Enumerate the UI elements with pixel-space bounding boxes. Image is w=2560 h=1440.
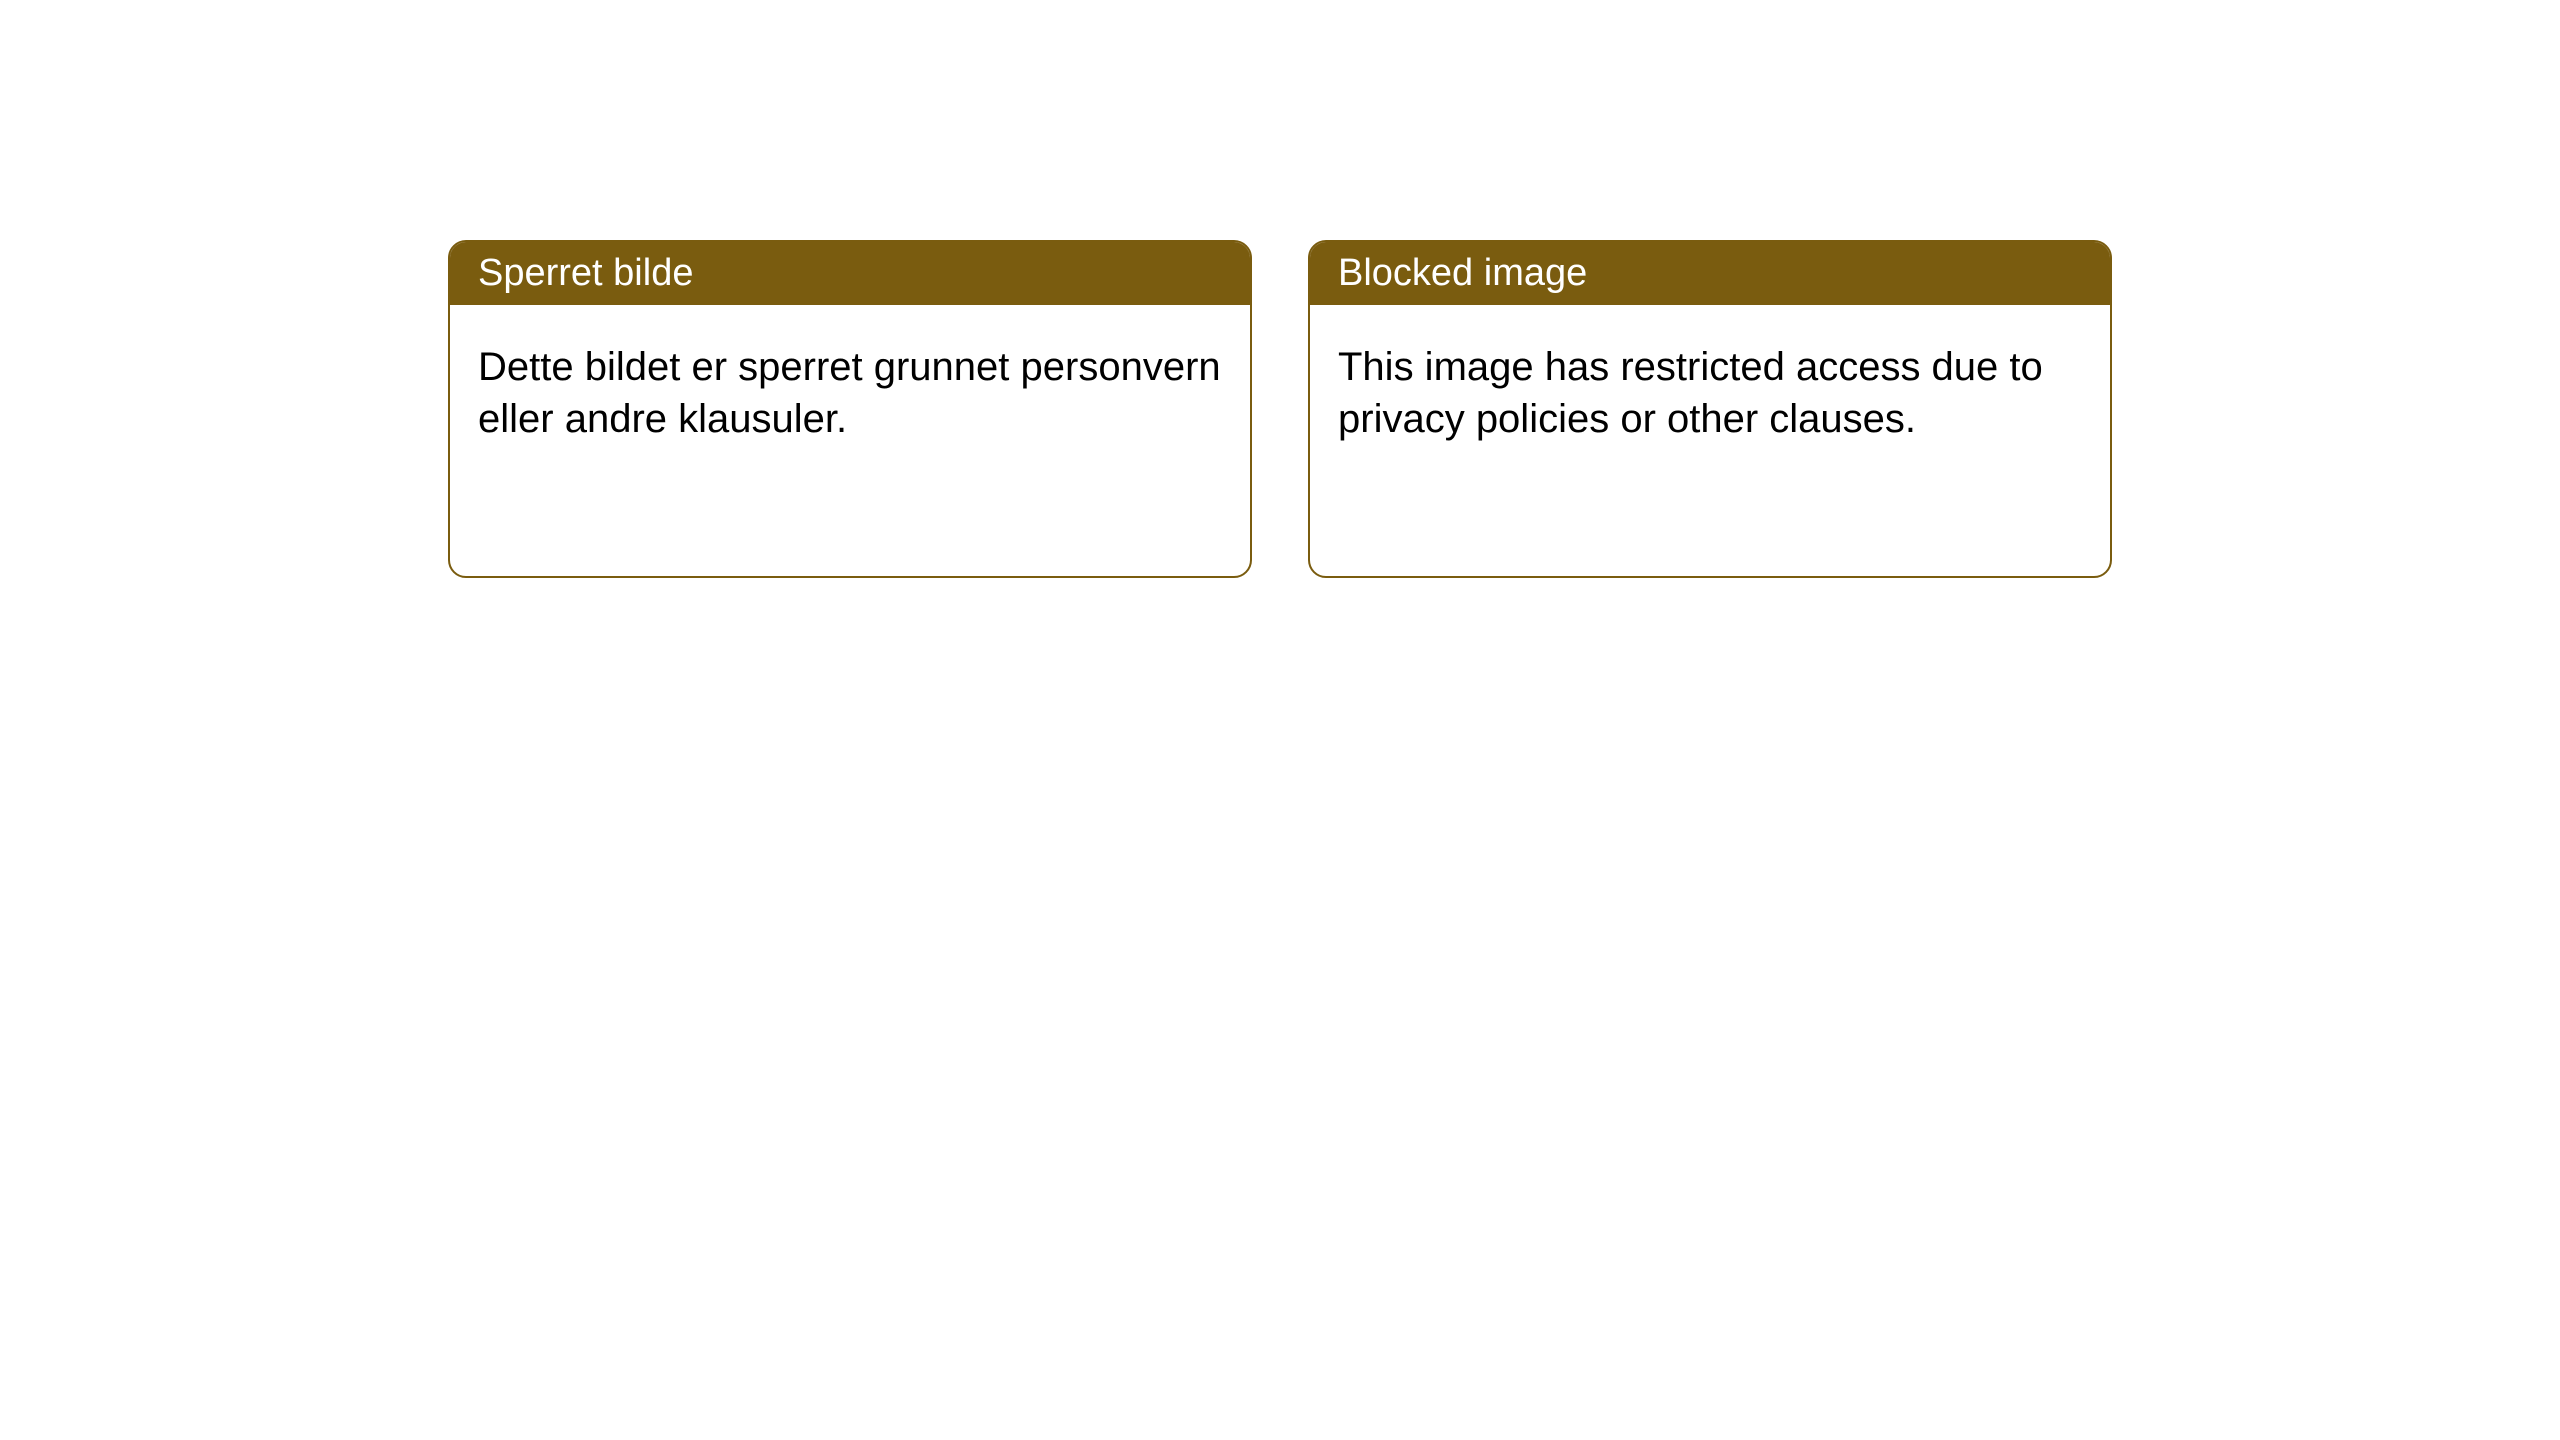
blocked-image-card-no: Sperret bilde Dette bildet er sperret gr… xyxy=(448,240,1252,578)
cards-container: Sperret bilde Dette bildet er sperret gr… xyxy=(0,0,2560,578)
card-header-en: Blocked image xyxy=(1310,242,2110,305)
card-body-en: This image has restricted access due to … xyxy=(1310,305,2110,481)
blocked-image-card-en: Blocked image This image has restricted … xyxy=(1308,240,2112,578)
card-body-no: Dette bildet er sperret grunnet personve… xyxy=(450,305,1250,481)
card-header-no: Sperret bilde xyxy=(450,242,1250,305)
